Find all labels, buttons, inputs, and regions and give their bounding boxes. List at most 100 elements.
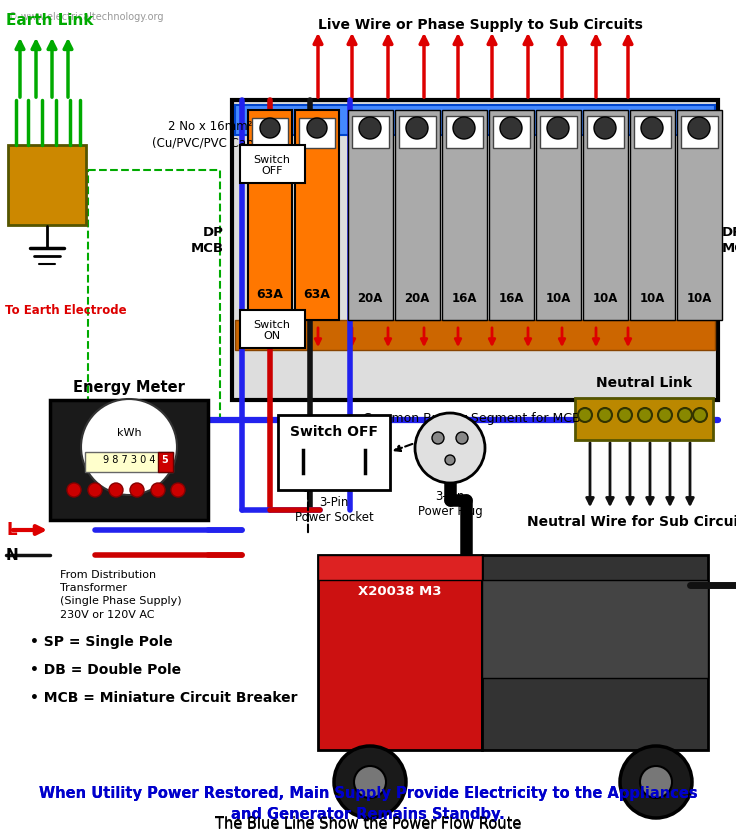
Text: N: N [6,548,18,563]
Text: The Blue Line Show the Power Flow Route: The Blue Line Show the Power Flow Route [215,817,521,832]
Circle shape [594,117,616,139]
Text: 2 No x 16mm²
(Cu/PVC/PVC Cable): 2 No x 16mm² (Cu/PVC/PVC Cable) [152,120,269,150]
Bar [395,110,440,320]
Bar [158,452,173,472]
Text: Energy Meter: Energy Meter [73,380,185,395]
Bar [482,580,708,677]
Text: 10A: 10A [592,291,618,305]
Bar [295,110,339,320]
Bar [235,320,715,350]
Circle shape [578,408,592,422]
Text: kWh: kWh [117,428,141,438]
Bar [278,415,390,490]
Text: DP
MCBs: DP MCBs [722,225,736,255]
Bar [681,116,718,148]
Text: 63A: 63A [303,289,330,301]
Text: L: L [6,521,17,539]
Bar [85,452,173,472]
Bar [318,555,482,750]
Circle shape [640,766,672,798]
Bar [232,100,718,400]
Bar [8,145,86,225]
Text: Switch
OFF: Switch OFF [253,155,291,176]
Bar [587,116,624,148]
Text: Live Wire or Phase Supply to Sub Circuits: Live Wire or Phase Supply to Sub Circuit… [317,18,643,32]
Text: Common Busbar Segment for MCBs: Common Busbar Segment for MCBs [363,412,587,425]
Text: • SP = Single Pole: • SP = Single Pole [30,635,173,649]
Circle shape [641,117,663,139]
Bar [50,400,208,520]
Text: 3-Pin
Power Socket: 3-Pin Power Socket [294,496,373,524]
Text: To Earth Electrode: To Earth Electrode [5,303,127,316]
Text: When Utility Power Restored, Main Supply Provide Electricity to the Appliances
a: When Utility Power Restored, Main Supply… [39,786,697,822]
Circle shape [307,118,327,138]
Bar [540,116,577,148]
Text: 9 8 7 3 0 4: 9 8 7 3 0 4 [103,455,155,465]
Bar [489,110,534,320]
Text: Neutral Wire for Sub Circuits: Neutral Wire for Sub Circuits [527,515,736,529]
Bar [318,555,482,580]
Bar [299,118,335,148]
Bar [493,116,530,148]
Text: • DB = Double Pole: • DB = Double Pole [30,663,181,677]
Circle shape [688,117,710,139]
Circle shape [130,483,144,497]
Circle shape [620,746,692,818]
Circle shape [334,746,406,818]
Text: From Distribution
Transformer
(Single Phase Supply)
230V or 120V AC: From Distribution Transformer (Single Ph… [60,570,182,620]
Bar [348,110,393,320]
Circle shape [415,413,485,483]
Text: 20A: 20A [357,291,383,305]
Text: Earth Link: Earth Link [6,13,93,28]
Circle shape [500,117,522,139]
Text: 10A: 10A [545,291,570,305]
Bar [352,116,389,148]
Bar [583,110,628,320]
Text: Neutral Link: Neutral Link [596,376,692,390]
Circle shape [359,117,381,139]
Text: Switch
ON: Switch ON [253,320,291,341]
Circle shape [151,483,165,497]
Bar [442,110,487,320]
Circle shape [445,455,455,465]
Circle shape [171,483,185,497]
Bar [235,105,715,135]
Bar [240,310,305,348]
Text: 63A: 63A [257,289,283,301]
Bar [248,110,292,320]
Text: 16A: 16A [451,291,477,305]
Text: 16A: 16A [498,291,524,305]
Text: 20A: 20A [404,291,430,305]
Text: When Utility Power Restored, Main Supply Provide Electricity to the Appliances
a: When Utility Power Restored, Main Supply… [39,786,697,822]
Bar [677,110,722,320]
Bar [536,110,581,320]
Circle shape [432,432,444,444]
Circle shape [618,408,632,422]
Text: Switch OFF: Switch OFF [290,425,378,439]
Bar [575,398,713,440]
Circle shape [260,118,280,138]
Circle shape [598,408,612,422]
Text: X20038 M3: X20038 M3 [358,585,442,598]
Text: 10A: 10A [686,291,712,305]
Circle shape [354,766,386,798]
Text: © www.electricaltechnology.org: © www.electricaltechnology.org [8,12,163,22]
Circle shape [406,117,428,139]
Circle shape [638,408,652,422]
Circle shape [456,432,468,444]
Bar [446,116,483,148]
Circle shape [693,408,707,422]
Bar [630,110,675,320]
Circle shape [88,483,102,497]
Text: • MCB = Miniature Circuit Breaker: • MCB = Miniature Circuit Breaker [30,691,297,705]
Bar [634,116,671,148]
Circle shape [678,408,692,422]
Bar [240,145,305,183]
Text: The Blue Line Show the Power Flow Route: The Blue Line Show the Power Flow Route [215,816,521,831]
Bar [482,555,708,750]
Bar [252,118,288,148]
Text: 10A: 10A [640,291,665,305]
Circle shape [658,408,672,422]
Text: 5: 5 [162,455,169,465]
Bar [399,116,436,148]
